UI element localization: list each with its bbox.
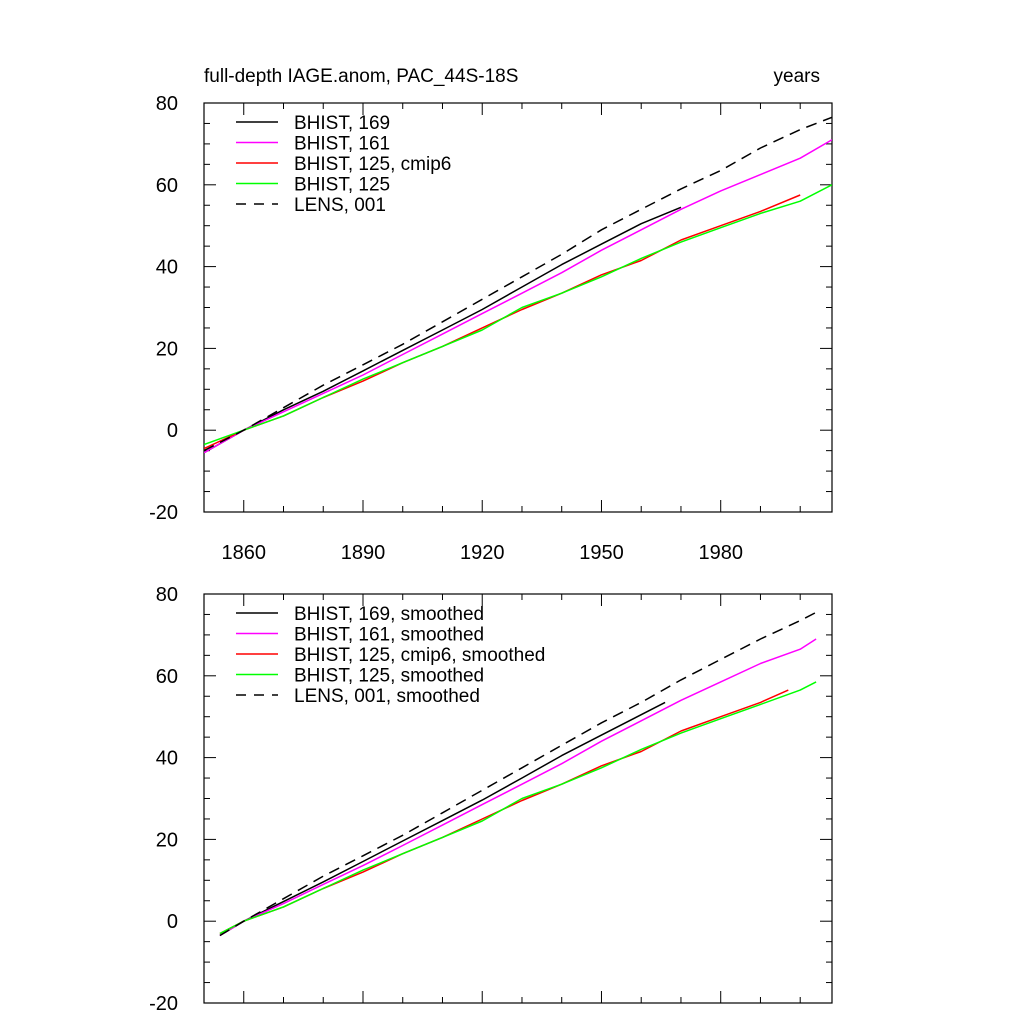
legend-label: LENS, 001	[294, 195, 386, 216]
y-tick-label: 0	[167, 420, 178, 442]
series-line-5	[219, 611, 817, 937]
y-tick-label: 40	[156, 748, 178, 770]
chart-units-label: years	[774, 66, 820, 87]
series-line-5	[204, 116, 832, 452]
x-tick-label: 1890	[341, 542, 386, 564]
y-tick-label: 20	[156, 338, 178, 360]
x-tick-label: 1860	[221, 542, 266, 564]
legend-label: BHIST, 169	[294, 113, 390, 134]
x-tick-label: 1920	[460, 542, 505, 564]
y-tick-label: 80	[156, 93, 178, 115]
y-tick-label: -20	[149, 993, 178, 1015]
legend-label: BHIST, 125	[294, 175, 390, 196]
y-tick-label: 20	[156, 829, 178, 851]
series-line-2	[219, 638, 817, 937]
series-line-1	[204, 206, 682, 454]
legend-label: BHIST, 125, cmip6	[294, 154, 451, 175]
series-line-1	[219, 701, 666, 937]
y-tick-label: -20	[149, 502, 178, 524]
chart-panel-1: -20 0 20 40 60 80 1860 1890 1920 1950 1980 full-dep…	[149, 66, 833, 564]
chart-title: full-depth IAGE.anom, PAC_44S-18S	[204, 66, 518, 87]
y-tick-label: 80	[156, 584, 178, 606]
series-line-4	[204, 184, 832, 446]
legend-label: BHIST, 161	[294, 134, 390, 155]
y-tick-label: 0	[167, 911, 178, 933]
y-tick-label: 40	[156, 257, 178, 279]
legend-label: BHIST, 125, cmip6, smoothed	[294, 645, 545, 666]
x-tick-label: 1980	[698, 542, 743, 564]
series-line-4	[219, 681, 817, 935]
y-tick-label: 60	[156, 666, 178, 688]
legend-label: LENS, 001, smoothed	[294, 686, 480, 707]
x-tick-label: 1950	[579, 542, 624, 564]
y-tick-label: 60	[156, 175, 178, 197]
legend-label: BHIST, 169, smoothed	[294, 604, 484, 625]
series-line-2	[204, 139, 832, 454]
legend-label: BHIST, 125, smoothed	[294, 666, 484, 687]
legend-label: BHIST, 161, smoothed	[294, 625, 484, 646]
